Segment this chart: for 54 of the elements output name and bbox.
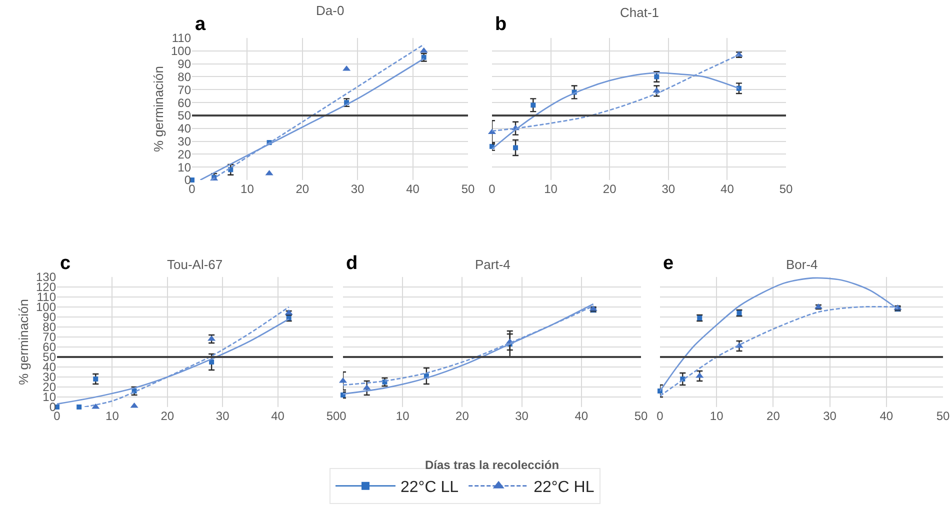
y-tick-label: 70 bbox=[178, 82, 192, 97]
legend-label: 22°C LL bbox=[400, 479, 459, 496]
x-tick-label: 50 bbox=[461, 182, 475, 196]
y-axis-title: % germinación bbox=[16, 299, 31, 385]
y-tick-label: 40 bbox=[178, 122, 192, 136]
x-tick-label: 10 bbox=[544, 182, 558, 196]
x-tick-label: 20 bbox=[602, 182, 617, 196]
x-tick-label: 0 bbox=[656, 409, 664, 423]
x-tick-label: 50 bbox=[779, 182, 793, 196]
x-tick-label: 40 bbox=[880, 409, 894, 423]
chart-title: Part-4 bbox=[475, 257, 510, 272]
chart-title: Bor-4 bbox=[786, 257, 818, 272]
x-tick-label: 10 bbox=[106, 409, 120, 423]
y-tick-label: 30 bbox=[178, 134, 192, 148]
chart-title: Da-0 bbox=[316, 3, 344, 18]
x-tick-label: 50 bbox=[634, 409, 648, 423]
y-tick-label: 80 bbox=[178, 70, 192, 84]
legend-label: 22°C HL bbox=[534, 479, 594, 496]
x-tick-label: 10 bbox=[240, 182, 254, 196]
x-tick-label: 10 bbox=[396, 409, 410, 423]
x-tick-label: 0 bbox=[340, 409, 347, 423]
y-tick-label: 20 bbox=[178, 147, 192, 162]
x-tick-label: 20 bbox=[160, 409, 174, 423]
x-tick-label: 20 bbox=[296, 182, 310, 196]
y-tick-label: 10 bbox=[178, 160, 192, 174]
y-tick-label: 90 bbox=[178, 57, 192, 72]
x-axis-title: Días tras la recolección bbox=[424, 458, 560, 472]
x-tick-label: 30 bbox=[662, 182, 676, 196]
x-tick-label: 30 bbox=[216, 409, 230, 423]
x-tick-label: 50 bbox=[936, 409, 950, 423]
text: d bbox=[346, 253, 358, 274]
y-tick-label: 100 bbox=[170, 44, 192, 58]
y-tick-label: 50 bbox=[178, 108, 192, 123]
y-tick-label: 60 bbox=[178, 96, 192, 110]
y-axis-title: % germinación bbox=[150, 66, 166, 152]
text: a bbox=[195, 14, 206, 35]
text: b bbox=[495, 14, 507, 35]
x-tick-label: 40 bbox=[574, 409, 588, 423]
x-tick-label: 40 bbox=[271, 409, 285, 423]
text: c bbox=[60, 253, 71, 274]
x-tick-label: 20 bbox=[766, 409, 780, 423]
x-tick-label: 0 bbox=[488, 182, 496, 196]
y-tick-label: 110 bbox=[172, 31, 192, 46]
x-tick-label: 30 bbox=[515, 409, 529, 423]
x-tick-label: 40 bbox=[406, 182, 420, 196]
x-tick-label: 30 bbox=[823, 409, 837, 423]
x-tick-label: 30 bbox=[350, 182, 365, 196]
x-tick-label: 10 bbox=[710, 409, 724, 423]
chart-title: Chat-1 bbox=[620, 5, 660, 20]
text: e bbox=[663, 253, 674, 274]
x-tick-label: 40 bbox=[720, 182, 734, 196]
x-tick-label: 20 bbox=[456, 409, 470, 423]
x-tick-label: 50 bbox=[326, 409, 340, 423]
chart-title: Tou-Al-67 bbox=[167, 257, 223, 272]
